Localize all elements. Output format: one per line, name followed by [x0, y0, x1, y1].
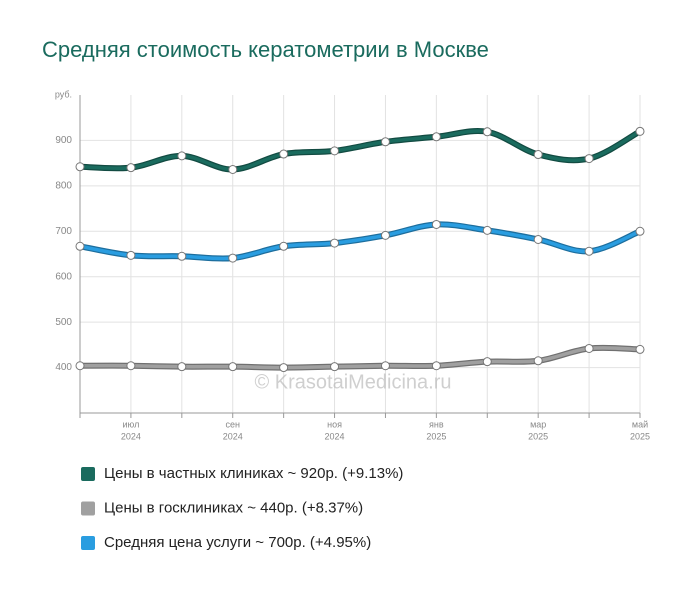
- x-tick-label: янв: [429, 419, 444, 429]
- y-tick-label: 800: [55, 180, 72, 191]
- y-unit-label: руб.: [55, 89, 72, 99]
- legend-label: Цены в частных клиниках ~ 920р. (+9.13%): [104, 465, 403, 482]
- x-tick-label: 2024: [121, 431, 141, 441]
- legend-label: Средняя цена услуги ~ 700р. (+4.95%): [104, 534, 371, 551]
- data-point: [330, 362, 340, 372]
- data-point: [177, 251, 187, 261]
- data-point: [228, 362, 238, 372]
- data-point: [380, 230, 390, 240]
- x-tick-label: 2025: [528, 431, 548, 441]
- data-point: [380, 137, 390, 147]
- x-tick-label: 2025: [630, 431, 650, 441]
- series-line-outline: [79, 128, 642, 173]
- legend-label: Цены в госклиниках ~ 440р. (+8.37%): [104, 499, 363, 516]
- data-point: [380, 361, 390, 371]
- data-point: [330, 146, 340, 156]
- x-tick-label: июл: [122, 419, 139, 429]
- data-point: [584, 343, 594, 353]
- data-point: [584, 154, 594, 164]
- series-line: [79, 129, 641, 172]
- data-point: [533, 234, 543, 244]
- watermark: © KrasotaiMedicina.ru: [254, 371, 451, 393]
- x-tick-label: 2024: [325, 431, 345, 441]
- data-point: [482, 127, 492, 137]
- data-point: [482, 357, 492, 367]
- chart-title: Средняя стоимость кератометрии в Москве: [42, 37, 489, 62]
- data-point: [177, 151, 187, 161]
- series-line-outline: [79, 221, 642, 262]
- x-tick-label: сен: [225, 419, 240, 429]
- y-tick-label: 900: [55, 135, 72, 146]
- legend-swatch: [81, 501, 95, 516]
- data-point: [279, 149, 289, 159]
- data-point: [584, 246, 594, 256]
- y-tick-label: 600: [55, 271, 72, 282]
- data-point: [177, 362, 187, 372]
- data-point: [533, 356, 543, 366]
- data-point: [635, 344, 645, 354]
- series-line: [79, 346, 641, 370]
- data-point: [279, 241, 289, 251]
- x-tick-label: 2024: [223, 431, 243, 441]
- legend-swatch: [81, 536, 95, 550]
- data-point: [330, 238, 340, 248]
- data-point: [126, 361, 136, 371]
- data-point: [228, 253, 238, 263]
- x-tick-label: май: [632, 419, 648, 429]
- data-point: [635, 226, 645, 236]
- data-point: [431, 219, 441, 229]
- data-point: [75, 361, 85, 371]
- data-point: [279, 363, 289, 373]
- data-point: [431, 132, 441, 142]
- x-tick-label: 2025: [426, 431, 446, 441]
- x-tick-label: мар: [530, 419, 546, 429]
- data-point: [228, 165, 238, 175]
- legend-swatch: [81, 467, 95, 481]
- data-point: [126, 250, 136, 260]
- data-point: [126, 163, 136, 173]
- data-point: [635, 126, 645, 136]
- y-tick-label: 700: [55, 226, 72, 237]
- y-tick-label: 500: [55, 317, 72, 328]
- data-point: [75, 162, 85, 172]
- data-point: [533, 150, 543, 160]
- data-point: [431, 361, 441, 371]
- data-point: [482, 225, 492, 235]
- y-tick-label: 400: [55, 362, 72, 373]
- data-point: [75, 241, 85, 251]
- x-tick-label: ноя: [327, 419, 342, 429]
